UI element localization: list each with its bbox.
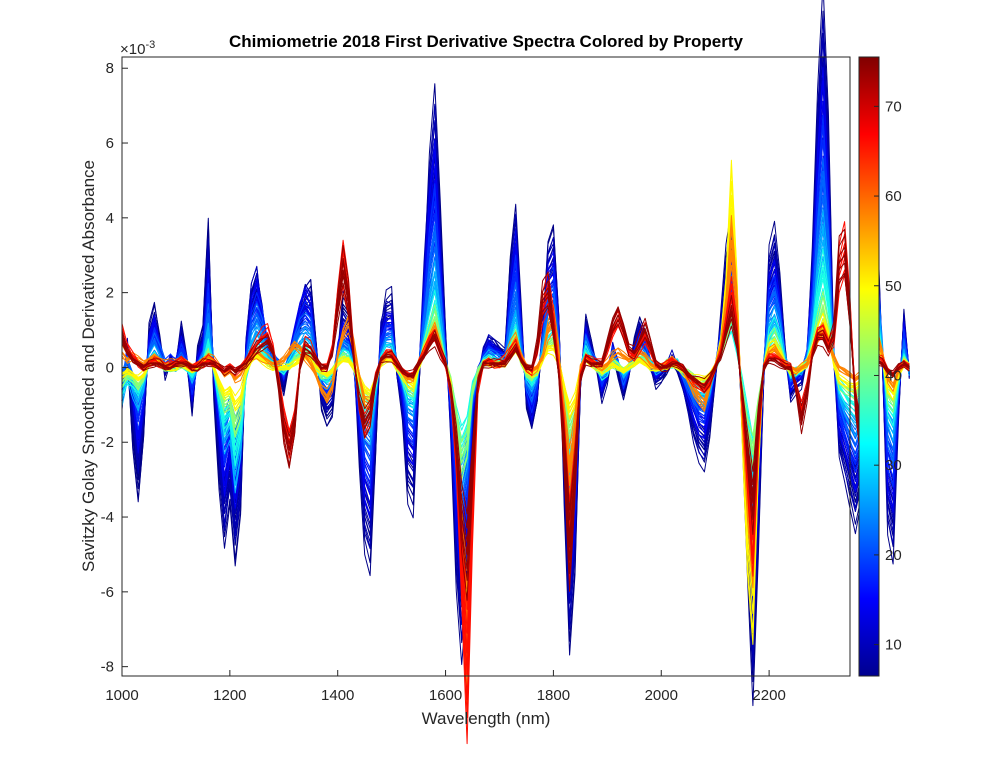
- spectrum-line-74-5: [121, 228, 910, 601]
- x-tick-label: 2200: [752, 687, 785, 704]
- colorbar-axis: 10 20 30 40 50 60 70: [874, 98, 902, 654]
- y-tick-label: 4: [106, 210, 114, 227]
- spectrum-line-66-5: [121, 221, 910, 745]
- series-group: [121, 0, 910, 745]
- colorbar-tick-label: 40: [885, 367, 902, 384]
- spectrum-line-18-5: [121, 114, 910, 580]
- spectrum-line-74-6: [121, 274, 910, 515]
- y-axis-label: Savitzky Golay Smoothed and Derivatived …: [79, 160, 98, 572]
- y-tick-label: -2: [101, 434, 114, 451]
- plot-frame: [121, 56, 851, 677]
- spectrum-line-22-5: [121, 158, 910, 542]
- x-tick-label: 1000: [105, 687, 138, 704]
- y-tick-label: 2: [106, 285, 114, 302]
- spectrum-line-58-3: [121, 220, 910, 660]
- colorbar-tick-label: 70: [885, 98, 902, 115]
- y-tick-label: -8: [101, 659, 114, 676]
- y-tick-label: -4: [101, 509, 114, 526]
- x-axis: 1000 1200 1400 1600 1800 2000 2200: [105, 670, 786, 704]
- spectrum-line-14-5: [121, 67, 910, 622]
- spectrum-line-50-5: [121, 159, 910, 713]
- x-tick-label: 2000: [645, 687, 678, 704]
- spectrum-line-10-5: [121, 17, 910, 671]
- y-tick-label: 0: [106, 359, 114, 376]
- colorbar-tick-label: 10: [885, 637, 902, 654]
- x-tick-label: 1800: [537, 687, 570, 704]
- x-tick-label: 1400: [321, 687, 354, 704]
- spectrum-line-74-4: [121, 272, 910, 529]
- colorbar-tick-label: 20: [885, 547, 902, 564]
- colorbar: [858, 56, 880, 677]
- spectrum-line-74-3: [121, 235, 910, 581]
- x-tick-label: 1600: [429, 687, 462, 704]
- chart-title: Chimiometrie 2018 First Derivative Spect…: [229, 32, 744, 51]
- spectrum-line-27-3: [121, 223, 910, 499]
- spectrum-line-27-2: [121, 247, 910, 477]
- y-axis: -8 -6 -4 -2 0 2 4 6 8: [101, 60, 128, 676]
- y-tick-label: -6: [101, 584, 114, 601]
- y-axis-multiplier: ×10-3: [120, 39, 155, 58]
- y-tick-label: 6: [106, 135, 114, 152]
- spectrum-line-27-5: [121, 209, 910, 513]
- spectrum-line-22: [121, 194, 910, 511]
- x-axis-label: Wavelength (nm): [422, 709, 551, 728]
- colorbar-tick-label: 50: [885, 278, 902, 295]
- colorbar-tick-label: 60: [885, 188, 902, 205]
- x-tick-label: 1200: [213, 687, 246, 704]
- y-tick-label: 8: [106, 60, 114, 77]
- colorbar-tick-label: 30: [885, 457, 902, 474]
